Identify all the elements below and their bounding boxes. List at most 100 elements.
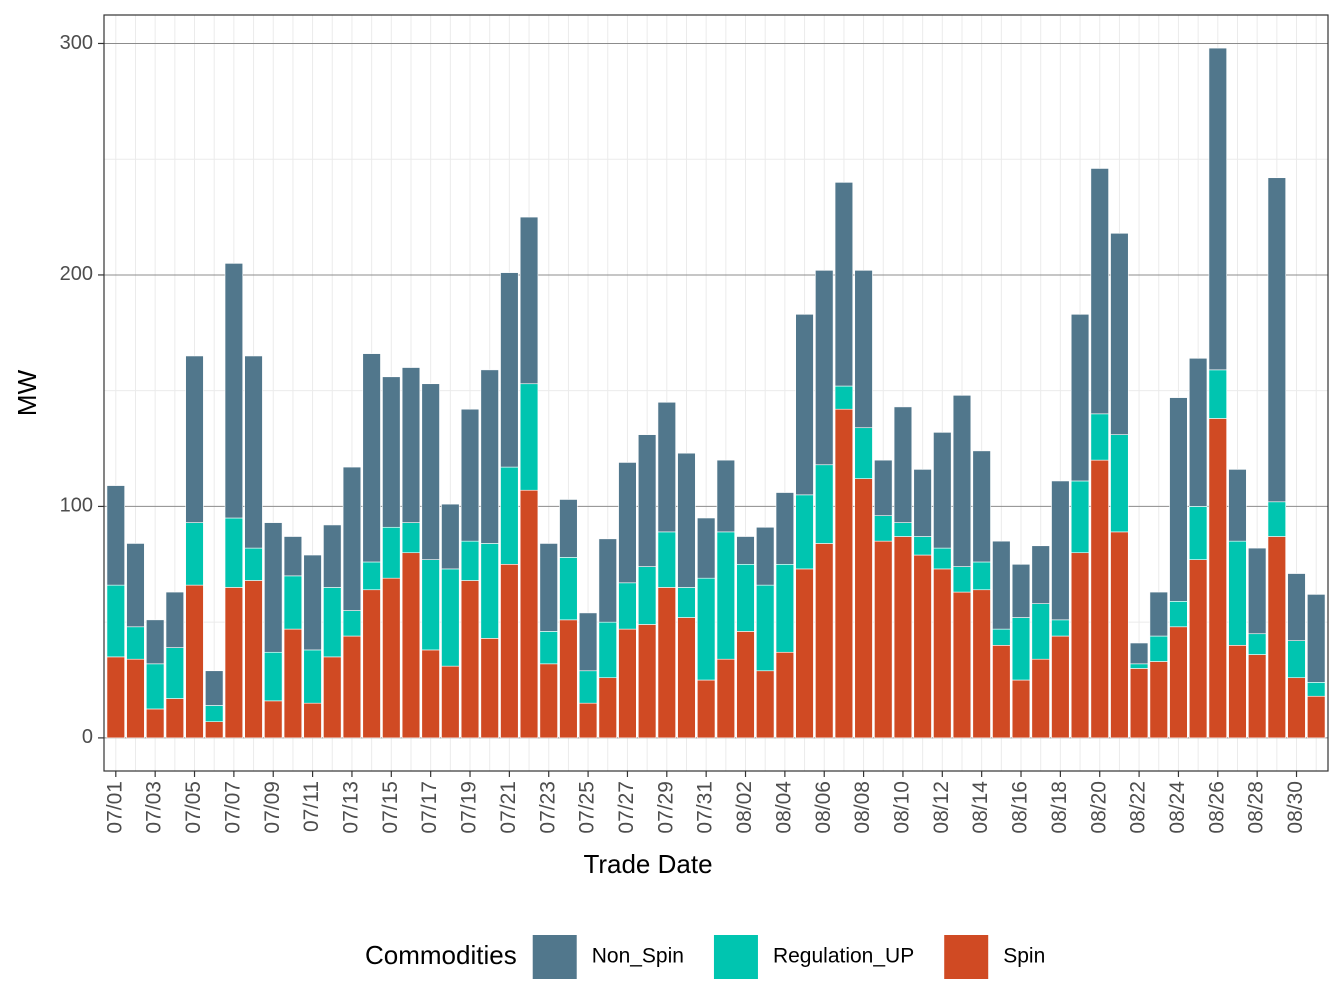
bar-segment bbox=[893, 406, 913, 523]
bar-segment bbox=[1287, 677, 1306, 739]
bar-segment bbox=[224, 517, 244, 588]
y-tick-label: 200 bbox=[60, 263, 93, 285]
bar-segment bbox=[1287, 640, 1306, 679]
bar-segment bbox=[756, 584, 775, 672]
bar-segment bbox=[165, 647, 184, 699]
bar-segment bbox=[1149, 661, 1168, 739]
bar-segment bbox=[1188, 559, 1208, 739]
bar-segment bbox=[854, 270, 873, 429]
bar-segment bbox=[637, 434, 657, 567]
bar-segment bbox=[913, 536, 932, 556]
bar-segment bbox=[303, 554, 322, 651]
bar-segment bbox=[500, 563, 519, 739]
legend-label: Regulation_UP bbox=[773, 945, 914, 968]
x-tick-label: 08/04 bbox=[772, 781, 795, 834]
bar-segment bbox=[224, 263, 244, 519]
bar-segment bbox=[1051, 619, 1070, 637]
bar-segment bbox=[815, 270, 834, 466]
bar-segment bbox=[244, 355, 263, 549]
bar-segment bbox=[598, 621, 617, 679]
bar-segment bbox=[441, 665, 460, 739]
bar-segment bbox=[559, 499, 578, 558]
bar-segment bbox=[756, 526, 775, 586]
bar-segment bbox=[264, 700, 283, 739]
bar-segment bbox=[795, 313, 814, 496]
bar-segment bbox=[303, 649, 322, 704]
x-tick-label: 08/06 bbox=[812, 781, 835, 834]
bar-segment bbox=[1248, 654, 1267, 739]
bar-segment bbox=[1090, 168, 1109, 415]
bar-segment bbox=[1307, 594, 1326, 683]
bar-segment bbox=[1267, 501, 1286, 537]
bar-segment bbox=[1031, 603, 1050, 660]
x-tick-label: 08/02 bbox=[733, 781, 756, 834]
bar-segment bbox=[834, 385, 854, 410]
bar-segment bbox=[1070, 313, 1090, 482]
bar-segment bbox=[480, 638, 499, 739]
bar-segment bbox=[1208, 369, 1227, 419]
bar-segment bbox=[637, 624, 657, 739]
bar-segment bbox=[460, 580, 480, 739]
bar-segment bbox=[441, 568, 460, 667]
legend-label: Spin bbox=[1003, 945, 1045, 968]
bar-segment bbox=[165, 698, 184, 739]
x-tick-label: 08/24 bbox=[1166, 781, 1189, 834]
bar-segment bbox=[1110, 531, 1129, 739]
x-tick-label: 07/25 bbox=[576, 781, 599, 834]
bar-segment bbox=[126, 626, 145, 660]
bar-segment bbox=[323, 524, 342, 588]
x-tick-label: 08/26 bbox=[1205, 781, 1228, 834]
bar-segment bbox=[972, 561, 991, 591]
bar-segment bbox=[146, 708, 165, 739]
bar-segment bbox=[1031, 658, 1050, 739]
x-tick-label: 07/11 bbox=[300, 781, 323, 832]
bar-segment bbox=[775, 563, 795, 653]
x-tick-label: 07/29 bbox=[654, 781, 677, 834]
bar-segment bbox=[224, 587, 244, 739]
bar-segment bbox=[697, 679, 716, 739]
bar-segment bbox=[578, 612, 598, 672]
bar-segment bbox=[992, 540, 1011, 630]
y-axis-title: MW bbox=[12, 369, 42, 416]
bar-segment bbox=[382, 526, 401, 579]
bar-segment bbox=[1070, 552, 1090, 739]
bar-segment bbox=[146, 619, 165, 665]
bar-segment bbox=[362, 589, 381, 739]
bar-segment bbox=[618, 582, 637, 630]
bar-segment bbox=[618, 628, 637, 739]
bar-segment bbox=[874, 515, 893, 542]
bar-segment bbox=[185, 522, 204, 586]
bar-segment bbox=[342, 466, 362, 611]
y-tick-label: 300 bbox=[60, 32, 93, 54]
bar-segment bbox=[244, 547, 263, 581]
bar-segment bbox=[1188, 357, 1208, 507]
bar-segment bbox=[559, 619, 578, 739]
bar-segment bbox=[1110, 434, 1129, 533]
bar-segment bbox=[1267, 536, 1286, 739]
x-tick-label: 07/21 bbox=[497, 781, 520, 834]
bar-segment bbox=[657, 531, 676, 588]
bar-segment bbox=[460, 540, 480, 581]
bar-segment bbox=[795, 494, 814, 570]
x-tick-label: 07/03 bbox=[143, 781, 166, 834]
bar-segment bbox=[795, 568, 814, 739]
bar-segment bbox=[1307, 695, 1326, 739]
bar-segment bbox=[775, 492, 795, 565]
bar-segment bbox=[559, 557, 578, 621]
x-tick-label: 07/07 bbox=[221, 781, 244, 834]
legend-key bbox=[944, 935, 989, 979]
bar-segment bbox=[578, 670, 598, 704]
bar-segment bbox=[1110, 232, 1129, 435]
x-tick-label: 08/28 bbox=[1245, 781, 1268, 834]
x-tick-label: 07/19 bbox=[458, 781, 481, 834]
bar-segment bbox=[106, 584, 125, 658]
x-tick-label: 08/22 bbox=[1127, 781, 1150, 834]
bar-segment bbox=[1011, 617, 1031, 681]
bar-segment bbox=[362, 353, 381, 563]
bar-segment bbox=[815, 464, 834, 544]
bar-segment bbox=[519, 216, 539, 385]
bar-segment bbox=[500, 272, 519, 468]
bar-segment bbox=[244, 580, 263, 739]
bar-segment bbox=[323, 656, 342, 739]
